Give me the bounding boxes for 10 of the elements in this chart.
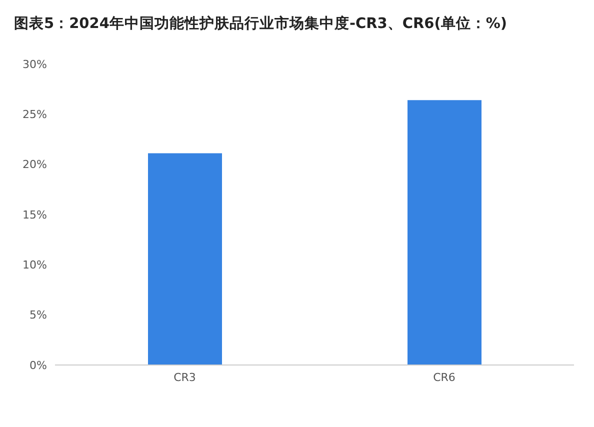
y-tick-label: 15% [22, 208, 47, 222]
y-tick-label: 5% [30, 308, 47, 322]
chart-title: 图表5：2024年中国功能性护肤品行业市场集中度-CR3、CR6(单位：%) [13, 14, 508, 34]
x-tick-label: CR6 [433, 370, 456, 384]
y-tick-label: 20% [22, 158, 47, 172]
y-tick-label: 25% [22, 108, 47, 122]
y-tick-label: 30% [22, 58, 47, 71]
y-tick-label: 0% [30, 358, 47, 372]
x-tick-label: CR3 [174, 370, 196, 384]
y-tick-label: 10% [22, 258, 47, 272]
